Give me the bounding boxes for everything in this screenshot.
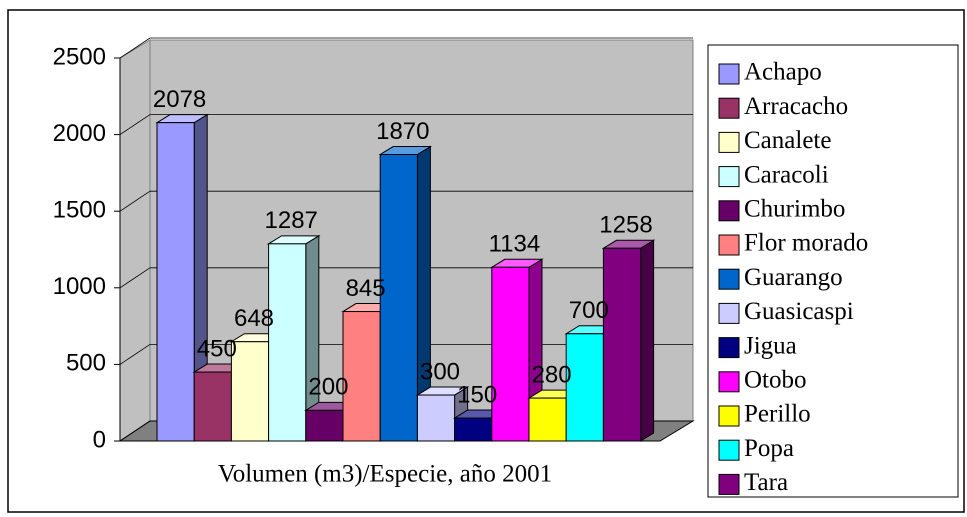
bar-side [640,239,655,442]
legend-label: Jigua [744,332,797,359]
value-label: 200 [308,374,348,401]
value-label: 1258 [599,212,652,239]
value-label: 2078 [153,86,206,113]
legend-label: Arracacho [744,93,848,120]
legend-swatch [718,131,740,153]
y-tick-label: 2500 [53,43,106,70]
bar [491,266,530,442]
value-label: 648 [234,305,274,332]
legend-label: Popa [744,435,794,462]
legend-label: Otobo [744,367,807,394]
bar [416,394,456,442]
bar [230,341,270,442]
value-label: 845 [346,275,386,302]
bar [342,311,381,442]
legend-swatch [718,268,740,290]
bar [528,397,567,442]
legend-label: Tara [744,469,788,496]
y-tick-label: 2000 [53,120,106,147]
legend-label: Canalete [744,127,831,154]
value-label: 150 [457,381,497,408]
legend-label: Guarango [744,264,843,291]
legend-label: Achapo [744,59,822,86]
legend-swatch [718,337,740,359]
legend-swatch [718,439,740,461]
legend-swatch [718,302,740,324]
legend-swatch [718,200,740,222]
value-label: 1134 [489,231,541,258]
legend-swatch [718,405,740,427]
x-tick-label: Volumen (m3)/Especie, año 2001 [218,461,552,488]
grid-line [119,344,151,365]
legend-label: Guasicaspi [744,298,854,325]
grid-line [119,420,151,442]
grid-line [119,37,151,59]
y-tick-label: 500 [66,350,106,377]
y-tick-label: 1500 [53,197,106,224]
bar [305,409,344,442]
value-label: 450 [197,335,237,362]
legend-label: Perillo [744,401,811,428]
value-label: 300 [420,358,460,385]
legend-swatch [718,473,740,495]
bar [156,122,195,442]
legend-swatch [718,371,740,393]
bar [565,333,604,442]
y-tick-label: 0 [93,426,106,453]
y-tick-label: 1000 [53,273,106,300]
side-wall [119,39,151,442]
legend [707,44,959,498]
legend-swatch [718,97,740,119]
grid-line [119,190,151,212]
bar [602,247,642,442]
legend-swatch [718,166,740,188]
legend-label: Churimbo [744,196,845,223]
legend-swatch [718,63,740,85]
legend-label: Flor morado [744,230,868,257]
value-label: 280 [532,361,572,388]
value-label: 1870 [376,118,429,145]
value-label: 700 [569,297,609,324]
legend-swatch [718,234,740,256]
bar [193,371,232,442]
bar [379,154,418,442]
grid-line [119,114,151,135]
bar [454,417,493,442]
legend-label: Caracoli [744,161,829,188]
grid-line [119,267,151,289]
value-label: 1287 [265,207,318,234]
bar [268,243,307,442]
